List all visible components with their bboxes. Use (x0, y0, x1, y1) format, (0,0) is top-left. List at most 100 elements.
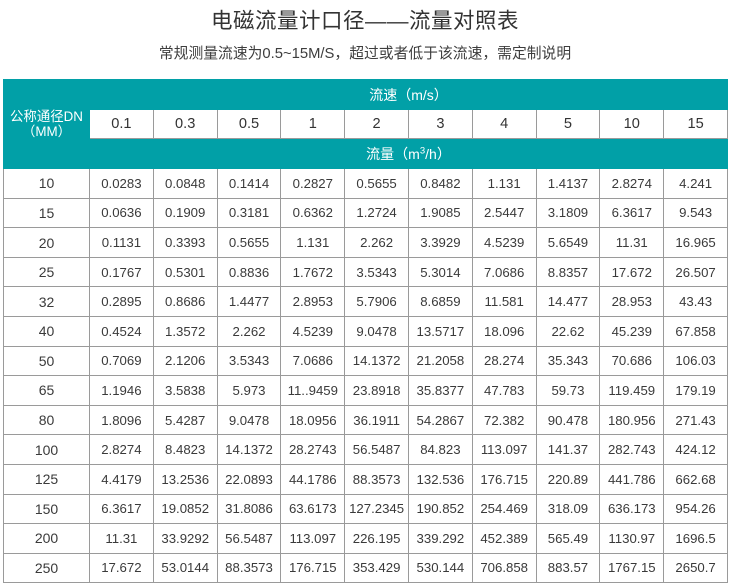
table-row: 15 0.0636 0.1909 0.3181 0.6362 1.2724 1.9085 2.… (3, 197, 728, 229)
flow-value-cell: 14.1372 (216, 434, 282, 465)
flow-value-cell: 565.49 (535, 523, 601, 554)
page-subtitle: 常规测量流速为0.5~15M/S，超过或者低于该流速，需定制说明 (158, 46, 572, 63)
flow-value-cell: 113.097 (280, 523, 346, 554)
dn-cell: 15 (3, 197, 90, 229)
flow-value-cell: 11..9459 (280, 375, 346, 406)
flow-value-cell: 9.0478 (344, 316, 409, 347)
flow-group-header: 流量（m3/h） (89, 138, 728, 170)
dn-cell: 32 (3, 286, 90, 318)
flow-value-cell: 18.096 (471, 316, 537, 347)
flow-value-cell: 19.0852 (152, 493, 218, 525)
flow-value-cell: 6.3617 (89, 493, 154, 525)
flow-value-cell: 3.5343 (344, 256, 409, 288)
flow-value-cell: 63.6173 (280, 493, 346, 525)
table-head: 公称通径DN （MM） 流速（m/s） 0.1 0.3 0.5 1 2 3 4 … (3, 79, 728, 170)
flow-value-cell: 0.8482 (407, 168, 473, 199)
flow-value-cell: 56.5487 (344, 434, 409, 465)
flow-value-cell: 8.4823 (152, 434, 218, 465)
flow-value-cell: 6.3617 (599, 197, 665, 229)
velocity-col-header: 0.5 (216, 108, 282, 140)
flow-value-cell: 113.097 (471, 434, 537, 465)
table-row: 200 11.31 33.9292 56.5487 113.097 226.195 339.… (3, 523, 728, 554)
table-row: 10 0.0283 0.0848 0.1414 0.2827 0.5655 0.8482 1.… (3, 168, 728, 199)
dn-header-line2: （MM） (21, 124, 72, 140)
flow-value-cell: 4.5239 (471, 227, 537, 258)
flow-value-cell: 220.89 (535, 464, 601, 495)
flow-value-cell: 318.09 (535, 493, 601, 525)
flow-value-cell: 5.7906 (344, 286, 409, 318)
velocity-col-header: 10 (599, 108, 665, 140)
flow-value-cell: 530.144 (407, 552, 473, 584)
flow-value-cell: 7.0686 (471, 256, 537, 288)
table-row: 100 2.8274 8.4823 14.1372 28.2743 56.5487 84.8… (3, 434, 728, 465)
flow-label-superscript: 3 (419, 145, 426, 157)
flow-value-cell: 9.543 (663, 197, 728, 229)
dn-cell: 125 (3, 464, 90, 495)
flow-value-cell: 59.73 (535, 375, 601, 406)
table-row: 40 0.4524 1.3572 2.262 4.5239 9.0478 13.5717 18… (3, 316, 728, 347)
flow-value-cell: 35.8377 (407, 375, 473, 406)
flow-value-cell: 28.953 (599, 286, 665, 318)
table-row: 80 1.8096 5.4287 9.0478 18.0956 36.1911 54.286… (3, 404, 728, 436)
flow-value-cell: 72.382 (471, 404, 537, 436)
flow-value-cell: 176.715 (280, 552, 346, 584)
dn-cell: 20 (3, 227, 90, 258)
flow-value-cell: 353.429 (344, 552, 409, 584)
flow-value-cell: 2.262 (216, 316, 282, 347)
flow-value-cell: 0.6362 (280, 197, 346, 229)
table-row: 65 1.1946 3.5838 5.973 11..9459 23.8918 35.837… (3, 375, 728, 406)
velocity-col-header: 1 (280, 108, 346, 140)
page-title: 电磁流量计口径——流量对照表 (210, 9, 519, 33)
dn-cell: 25 (3, 256, 90, 288)
flow-value-cell: 1696.5 (663, 523, 728, 554)
header-row-velocity-values: 0.1 0.3 0.5 1 2 3 4 5 10 15 (4, 108, 728, 140)
flow-value-cell: 0.0848 (152, 168, 218, 199)
flow-value-cell: 84.823 (407, 434, 473, 465)
flow-value-cell: 1.131 (280, 227, 346, 258)
flow-value-cell: 2.8274 (599, 168, 665, 199)
velocity-col-header: 4 (471, 108, 537, 140)
dn-header-line1: 公称通径DN (10, 108, 83, 124)
table-row: 50 0.7069 2.1206 3.5343 7.0686 14.1372 21.2058… (3, 345, 728, 377)
flow-value-cell: 254.469 (471, 493, 537, 525)
flow-value-cell: 0.8686 (152, 286, 218, 318)
flow-value-cell: 22.62 (535, 316, 601, 347)
flow-value-cell: 1.4137 (535, 168, 601, 199)
flow-label-prefix: 流量（m (366, 145, 420, 162)
flow-value-cell: 23.8918 (344, 375, 409, 406)
dn-header-cell: 公称通径DN （MM） (3, 79, 90, 170)
flow-value-cell: 226.195 (344, 523, 409, 554)
table-row: 20 0.1131 0.3393 0.5655 1.131 2.262 3.3929 4.52… (3, 227, 728, 258)
flow-value-cell: 339.292 (407, 523, 473, 554)
dn-cell: 150 (3, 493, 90, 525)
flow-value-cell: 4.5239 (280, 316, 346, 347)
flow-value-cell: 0.1767 (89, 256, 154, 288)
flow-value-cell: 2.8953 (280, 286, 346, 318)
flow-value-cell: 28.274 (471, 345, 537, 377)
dn-cell: 250 (3, 552, 90, 584)
flow-value-cell: 0.3181 (216, 197, 282, 229)
velocity-col-header: 0.3 (152, 108, 218, 140)
flow-value-cell: 0.5301 (152, 256, 218, 288)
flow-value-cell: 35.343 (535, 345, 601, 377)
flow-value-cell: 31.8086 (216, 493, 282, 525)
flow-value-cell: 36.1911 (344, 404, 409, 436)
flow-value-cell: 4.241 (663, 168, 728, 199)
flow-value-cell: 54.2867 (407, 404, 473, 436)
dn-cell: 10 (3, 168, 90, 199)
flow-value-cell: 1.9085 (407, 197, 473, 229)
flow-value-cell: 1767.15 (599, 552, 665, 584)
flow-value-cell: 119.459 (599, 375, 665, 406)
flow-value-cell: 88.3573 (216, 552, 282, 584)
flow-value-cell: 8.8357 (535, 256, 601, 288)
flow-value-cell: 0.3393 (152, 227, 218, 258)
flow-value-cell: 662.68 (663, 464, 728, 495)
flow-value-cell: 17.672 (599, 256, 665, 288)
flow-value-cell: 2.5447 (471, 197, 537, 229)
flow-value-cell: 954.26 (663, 493, 728, 525)
flow-value-cell: 56.5487 (216, 523, 282, 554)
flow-value-cell: 1.131 (471, 168, 537, 199)
flow-value-cell: 4.4179 (89, 464, 154, 495)
flow-value-cell: 5.6549 (535, 227, 601, 258)
